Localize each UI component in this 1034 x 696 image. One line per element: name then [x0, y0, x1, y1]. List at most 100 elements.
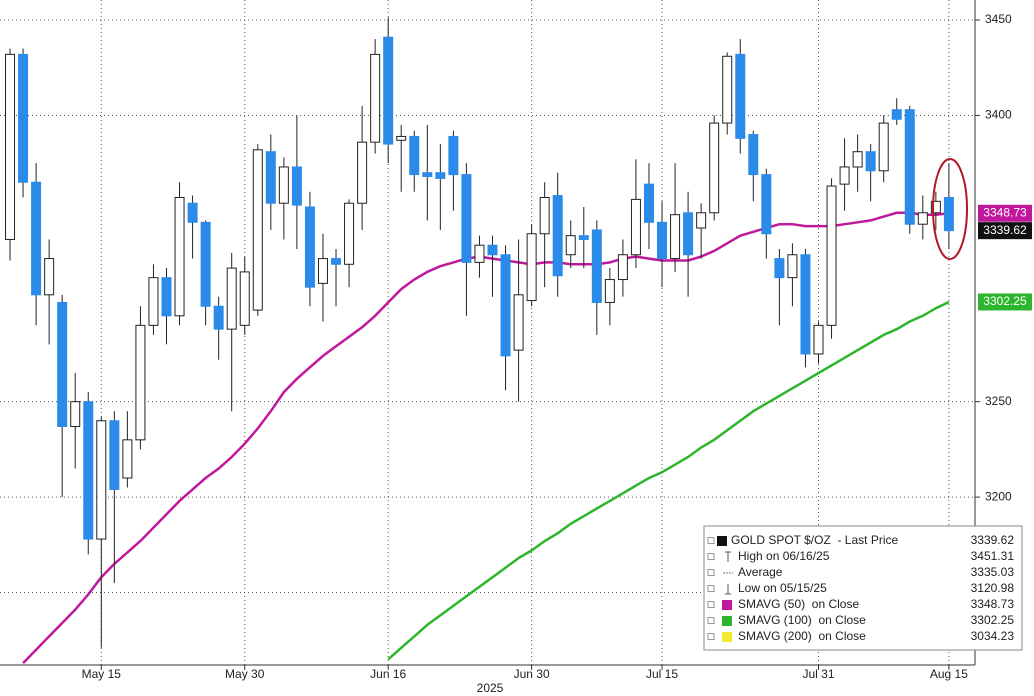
candle-body [213, 305, 224, 330]
candle-body [839, 166, 850, 185]
legend-marker [722, 632, 732, 642]
candle-body [917, 212, 928, 225]
candle-body [122, 439, 133, 479]
legend-toggle [707, 569, 715, 576]
legend-marker [722, 616, 732, 626]
candle-body [187, 202, 198, 223]
candle-body [239, 271, 250, 326]
candle-body [291, 166, 302, 206]
candle-body [474, 244, 485, 263]
candle-body [83, 401, 94, 540]
candle-body [448, 135, 459, 176]
candle-body [500, 254, 511, 357]
candle-body [904, 109, 915, 225]
candle-body [265, 151, 276, 204]
candle-body [200, 221, 211, 307]
candle-body [487, 244, 498, 256]
legend-toggle [707, 601, 715, 608]
value-tag-label: 3339.62 [983, 223, 1027, 237]
candle-body [878, 122, 889, 172]
candle-body [865, 151, 876, 172]
candle-body [748, 134, 759, 176]
legend-label: Low on 05/15/25 [738, 581, 827, 595]
x-tick-label: Jun 16 [370, 667, 406, 681]
legend-toggle [707, 585, 715, 592]
candle-body [930, 200, 941, 214]
legend-label: GOLD SPOT $/OZ - Last Price [731, 533, 898, 547]
legend-toggle [707, 617, 715, 624]
candle-body [787, 254, 798, 279]
legend: GOLD SPOT $/OZ - Last Price 3339.62 High o… [703, 525, 1023, 651]
x-tick-label: Jul 31 [802, 667, 834, 681]
legend-value: 3120.98 [971, 581, 1015, 595]
candle-body [44, 258, 55, 296]
candle-body [331, 258, 342, 265]
legend-label: SMAVG (100) on Close [738, 613, 866, 627]
candle-body [57, 301, 68, 427]
candle-body [578, 235, 589, 240]
candle-body [96, 420, 107, 540]
candle-body [852, 151, 863, 168]
candle-body [735, 53, 746, 139]
x-tick-label: May 15 [82, 667, 122, 681]
x-tick-label: Jun 30 [514, 667, 550, 681]
highlight-ellipse [932, 158, 968, 260]
value-tag [978, 204, 1032, 222]
candle-body [370, 53, 381, 143]
legend-toggle [707, 537, 715, 544]
candle-body [135, 324, 146, 441]
legend-marker [725, 584, 731, 595]
y-tick-label: 3450 [985, 12, 1012, 26]
moving-average-line [22, 211, 950, 664]
candle-body [226, 267, 237, 330]
candle-body [526, 233, 537, 302]
candle-body [813, 324, 824, 355]
candle-body [891, 109, 902, 120]
candle-body [5, 53, 16, 240]
candle-body [800, 254, 811, 355]
y-tick-label: 3250 [985, 394, 1012, 408]
value-tag [978, 222, 1032, 240]
candle-body [683, 212, 694, 256]
candle-body [657, 221, 668, 260]
value-tag-label: 3348.73 [983, 205, 1027, 219]
candle-body [722, 55, 733, 124]
candle-body [383, 36, 394, 145]
moving-average-line [387, 300, 950, 661]
candle-body [31, 181, 42, 296]
candle-body [774, 258, 785, 279]
legend-value: 3339.62 [971, 533, 1015, 547]
candle-body [161, 277, 172, 317]
candle-body [304, 206, 315, 288]
x-axis-year: 2025 [477, 681, 504, 695]
candle-body [565, 235, 576, 256]
y-tick-label: 3200 [985, 489, 1012, 503]
legend-marker [717, 536, 727, 546]
candle-body [617, 254, 628, 281]
legend-label: SMAVG (50) on Close [738, 597, 859, 611]
legend-value: 3451.31 [971, 549, 1015, 563]
legend-value: 3348.73 [971, 597, 1015, 611]
candle-body [461, 174, 472, 263]
candle-body [252, 149, 263, 311]
candle-body [278, 166, 289, 204]
value-tag [978, 293, 1032, 311]
candle-body [409, 135, 420, 176]
candle-body [539, 196, 550, 235]
candle-body [761, 174, 772, 235]
candle-body [709, 122, 720, 214]
y-tick-label: 3400 [985, 108, 1012, 122]
candle-body [630, 198, 641, 256]
legend-label: SMAVG (200) on Close [738, 629, 866, 643]
candle-body [317, 258, 328, 284]
legend-value: 3034.23 [971, 629, 1015, 643]
candle-body [148, 277, 159, 326]
candle-body [422, 172, 433, 178]
value-tag-label: 3302.25 [983, 294, 1027, 308]
legend-marker [725, 551, 731, 562]
candle-body [109, 420, 120, 490]
legend-toggle [707, 633, 715, 640]
candle-body [943, 196, 954, 232]
x-tick-label: Jul 15 [646, 667, 678, 681]
legend-label: Average [738, 565, 783, 579]
